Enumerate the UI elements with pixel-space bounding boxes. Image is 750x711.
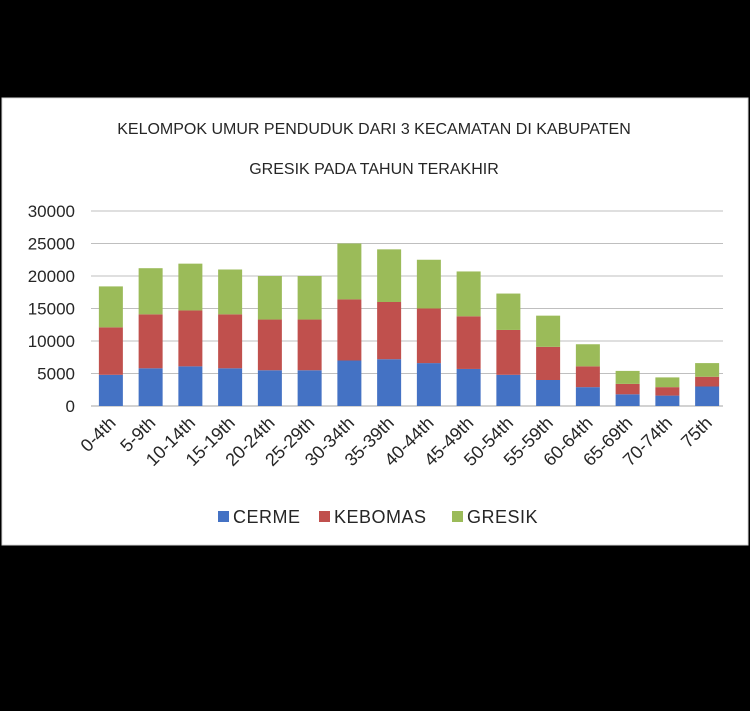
bar-gresik-55-59th xyxy=(536,315,561,347)
bar-kebomas-65-69th xyxy=(615,383,640,395)
bar-cerme-70-74th xyxy=(655,395,680,406)
bar-gresik-10-14th xyxy=(178,263,203,311)
bar-cerme-50-54th xyxy=(496,374,521,406)
bar-cerme-10-14th xyxy=(178,366,203,406)
bar-kebomas-70-74th xyxy=(655,387,680,396)
bar-kebomas-60-64th xyxy=(575,366,600,388)
bar-kebomas-45-49th xyxy=(456,316,481,369)
y-tick-label: 25000 xyxy=(28,235,75,254)
y-axis-tick-labels: 0 5000 10000 15000 20000 25000 30000 xyxy=(28,202,75,416)
bar-gresik-40-44th xyxy=(416,259,441,309)
chart-title-line2: GRESIK PADA TAHUN TERAKHIR xyxy=(249,161,499,178)
bar-gresik-0-4th xyxy=(98,286,123,328)
bar-kebomas-30-34th xyxy=(337,299,362,361)
bar-cerme-35-39th xyxy=(377,359,402,406)
bar-cerme-0-4th xyxy=(98,374,123,406)
bar-cerme-45-49th xyxy=(456,368,481,406)
bar-kebomas-20-24th xyxy=(257,319,282,371)
legend-swatch-kebomas xyxy=(319,511,330,522)
bar-kebomas-75th xyxy=(695,376,720,387)
bar-kebomas-5-9th xyxy=(138,314,163,369)
bar-kebomas-0-4th xyxy=(98,327,123,375)
bar-cerme-30-34th xyxy=(337,360,362,406)
legend-item-gresik: GRESIK xyxy=(452,507,538,527)
legend-label-kebomas: KEBOMAS xyxy=(334,507,427,527)
chart-title-line1: KELOMPOK UMUR PENDUDUK DARI 3 KECAMATAN … xyxy=(117,121,631,138)
y-tick-label: 10000 xyxy=(28,332,75,351)
bar-cerme-25-29th xyxy=(297,370,322,406)
bar-gresik-45-49th xyxy=(456,271,481,317)
bar-gresik-50-54th xyxy=(496,293,521,330)
bar-cerme-15-19th xyxy=(218,368,243,406)
chart-area xyxy=(1,97,749,546)
legend: CERME KEBOMAS GRESIK xyxy=(218,507,538,527)
bar-cerme-40-44th xyxy=(416,363,441,406)
legend-label-cerme: CERME xyxy=(233,507,301,527)
bar-cerme-5-9th xyxy=(138,368,163,406)
bar-kebomas-25-29th xyxy=(297,319,322,371)
bar-gresik-5-9th xyxy=(138,268,163,315)
bar-cerme-55-59th xyxy=(536,380,561,406)
bar-gresik-20-24th xyxy=(257,276,282,320)
bar-gresik-65-69th xyxy=(615,370,640,384)
bar-gresik-15-19th xyxy=(218,269,243,315)
legend-item-kebomas: KEBOMAS xyxy=(319,507,427,527)
y-tick-label: 5000 xyxy=(37,365,75,384)
y-tick-label: 20000 xyxy=(28,267,75,286)
legend-swatch-cerme xyxy=(218,511,229,522)
bar-gresik-70-74th xyxy=(655,377,680,388)
bar-kebomas-10-14th xyxy=(178,310,203,367)
y-tick-label: 15000 xyxy=(28,300,75,319)
bar-cerme-75th xyxy=(695,386,720,406)
bar-kebomas-50-54th xyxy=(496,329,521,375)
bar-gresik-75th xyxy=(695,363,720,377)
bar-cerme-60-64th xyxy=(575,387,600,406)
bar-gresik-25-29th xyxy=(297,276,322,320)
bar-gresik-30-34th xyxy=(337,243,362,300)
bar-cerme-65-69th xyxy=(615,394,640,406)
y-tick-label: 30000 xyxy=(28,202,75,221)
legend-item-cerme: CERME xyxy=(218,507,301,527)
bar-gresik-60-64th xyxy=(575,344,600,367)
bar-kebomas-15-19th xyxy=(218,314,243,369)
bar-kebomas-40-44th xyxy=(416,308,441,364)
bars xyxy=(98,243,720,406)
bar-kebomas-35-39th xyxy=(377,302,402,360)
legend-label-gresik: GRESIK xyxy=(467,507,538,527)
y-tick-label: 0 xyxy=(66,397,75,416)
bar-cerme-20-24th xyxy=(257,370,282,406)
bar-gresik-35-39th xyxy=(377,249,402,302)
bar-kebomas-55-59th xyxy=(536,346,561,380)
legend-swatch-gresik xyxy=(452,511,463,522)
